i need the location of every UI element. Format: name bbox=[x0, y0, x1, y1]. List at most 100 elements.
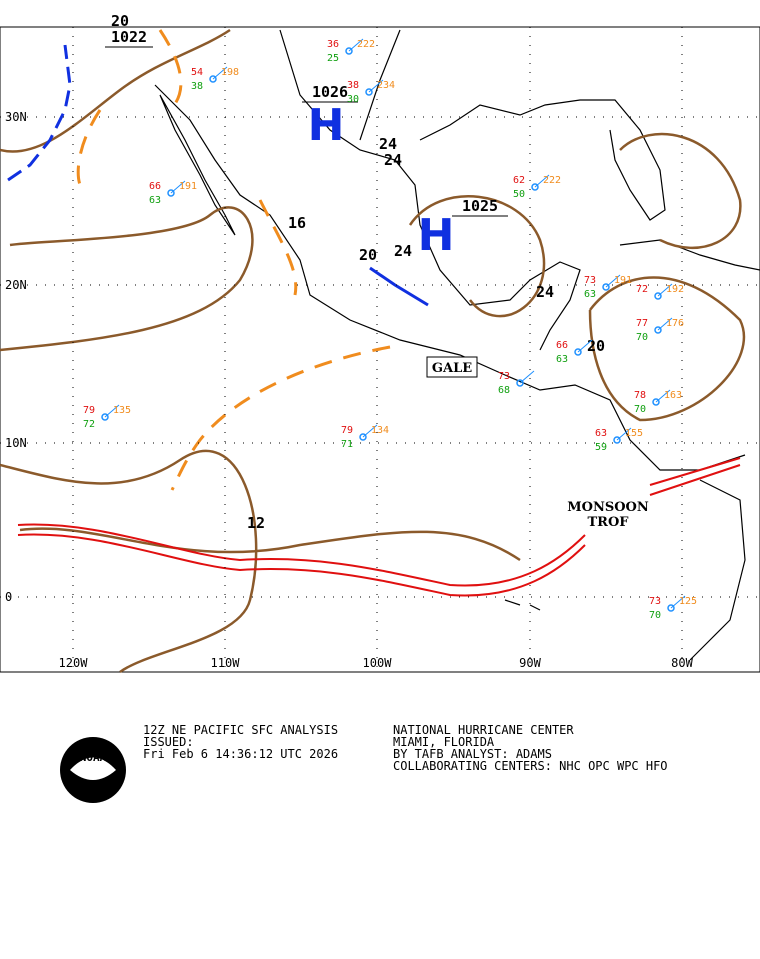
station-dew: 71 bbox=[341, 439, 353, 450]
station bbox=[359, 433, 367, 441]
troughs bbox=[76, 29, 391, 491]
station-dew: 50 bbox=[513, 189, 525, 200]
wind-barb bbox=[104, 404, 120, 418]
station-dew: 72 bbox=[83, 419, 95, 430]
station-temp: 36 bbox=[327, 39, 339, 50]
wind-barb bbox=[368, 79, 384, 93]
footer-right: BY TAFB ANALYST: ADAMS bbox=[393, 747, 552, 761]
footer-left: ISSUED: bbox=[143, 735, 194, 749]
station-dew: 63 bbox=[556, 354, 568, 365]
isobar-label: 16 bbox=[288, 214, 306, 232]
high-letter: H bbox=[418, 210, 455, 261]
isobar-label: 1022 bbox=[111, 28, 147, 46]
station bbox=[531, 183, 539, 191]
station-temp: 62 bbox=[513, 175, 525, 186]
wind-barb bbox=[616, 427, 632, 441]
footer-left: Fri Feb 6 14:36:12 UTC 2026 bbox=[143, 747, 338, 761]
station-press: 163 bbox=[664, 390, 682, 401]
wind-barb bbox=[170, 180, 186, 194]
station-temp: 72 bbox=[636, 284, 648, 295]
footer-right: MIAMI, FLORIDA bbox=[393, 735, 495, 749]
footer-left: 12Z NE PACIFIC SFC ANALYSIS bbox=[143, 723, 338, 737]
station-dew: 70 bbox=[649, 610, 661, 621]
lon-label: 120W bbox=[59, 656, 89, 670]
station-temp: 66 bbox=[556, 340, 568, 351]
wind-barb bbox=[670, 595, 686, 609]
station-press: 176 bbox=[666, 318, 684, 329]
wind-barb bbox=[212, 66, 228, 80]
station-temp: 63 bbox=[595, 428, 607, 439]
station-press: 198 bbox=[221, 67, 239, 78]
station bbox=[654, 326, 662, 334]
isobar-label: 24 bbox=[384, 151, 402, 169]
station bbox=[516, 379, 524, 387]
station-temp: 66 bbox=[149, 181, 161, 192]
station bbox=[574, 348, 582, 356]
wind-barb bbox=[519, 370, 535, 384]
lon-label: 110W bbox=[211, 656, 241, 670]
noaa-logo: NOAA bbox=[60, 737, 126, 803]
station-dew: 30 bbox=[347, 94, 359, 105]
lon-label: 90W bbox=[519, 656, 541, 670]
logo-text: NOAA bbox=[80, 751, 107, 764]
station bbox=[652, 398, 660, 406]
lat-label: 30N bbox=[5, 110, 27, 124]
station-press: 191 bbox=[614, 275, 632, 286]
station-press: 134 bbox=[371, 425, 389, 436]
annotation: GALE bbox=[432, 361, 472, 376]
footer-right: COLLABORATING CENTERS: NHC OPC WPC HFO bbox=[393, 759, 668, 773]
coastlines bbox=[154, 29, 760, 661]
station-temp: 77 bbox=[636, 318, 648, 329]
station-press: 234 bbox=[377, 80, 395, 91]
stationary-front bbox=[369, 266, 429, 307]
high-letter: H bbox=[308, 100, 345, 151]
station-dew: 59 bbox=[595, 442, 607, 453]
station-press: 192 bbox=[666, 284, 684, 295]
station-temp: 79 bbox=[83, 405, 95, 416]
wind-barb bbox=[657, 317, 673, 331]
station bbox=[365, 88, 373, 96]
station-temp: 73 bbox=[649, 596, 661, 607]
station-dew: 25 bbox=[327, 53, 339, 64]
station bbox=[101, 413, 109, 421]
isobar-label: 24 bbox=[394, 242, 412, 260]
isobar-label: 24 bbox=[379, 135, 397, 153]
wind-barb bbox=[362, 424, 378, 438]
wind-barb bbox=[534, 174, 550, 188]
isobar-label: 20 bbox=[359, 246, 377, 264]
wind-barb bbox=[655, 389, 671, 403]
annotation: MONSOON bbox=[567, 500, 649, 515]
station-dew: 68 bbox=[498, 385, 510, 396]
isobar-label: 20 bbox=[587, 337, 605, 355]
station-temp: 78 bbox=[634, 390, 646, 401]
station-press: 125 bbox=[679, 596, 697, 607]
station-temp: 79 bbox=[341, 425, 353, 436]
station bbox=[209, 75, 217, 83]
station bbox=[345, 47, 353, 55]
cold-front bbox=[7, 44, 72, 182]
station-press: 222 bbox=[543, 175, 561, 186]
wind-barb bbox=[605, 274, 621, 288]
station bbox=[167, 189, 175, 197]
station bbox=[602, 283, 610, 291]
station-press: 222 bbox=[357, 39, 375, 50]
gale-box bbox=[426, 356, 478, 378]
high-value: 1026 bbox=[312, 83, 348, 101]
wind-barb bbox=[577, 339, 593, 353]
station-dew: 38 bbox=[191, 81, 203, 92]
station-dew: 63 bbox=[584, 289, 596, 300]
station-dew: 63 bbox=[149, 195, 161, 206]
annotation: TROF bbox=[587, 515, 629, 530]
isobar-label: 20 bbox=[111, 12, 129, 30]
station-temp: 38 bbox=[347, 80, 359, 91]
station-press: 155 bbox=[625, 428, 643, 439]
station-press: 135 bbox=[113, 405, 131, 416]
isobars bbox=[0, 28, 746, 674]
lat-label: 10N bbox=[5, 436, 27, 450]
wind-barb bbox=[348, 38, 364, 52]
station-temp: 54 bbox=[191, 67, 203, 78]
lat-label: 0 bbox=[5, 590, 12, 604]
lon-label: 80W bbox=[671, 656, 693, 670]
station-temp: 73 bbox=[584, 275, 596, 286]
